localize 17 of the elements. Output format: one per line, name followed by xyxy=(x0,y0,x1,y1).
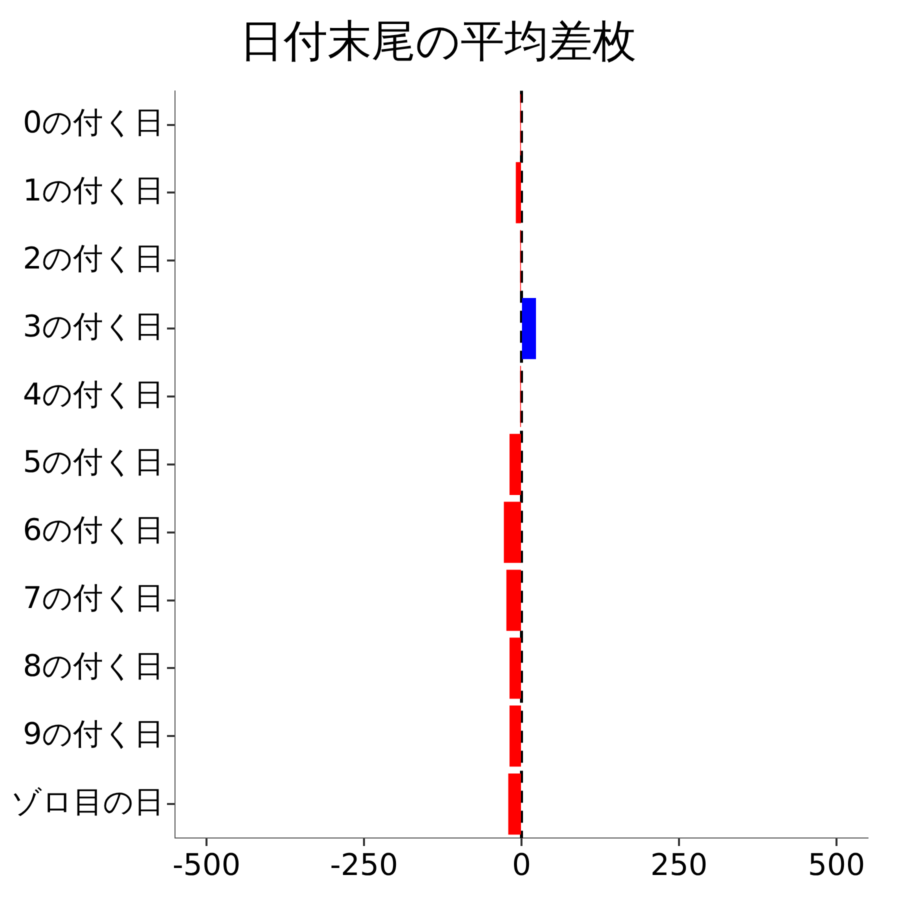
x-tick-label: -500 xyxy=(172,848,241,883)
y-tick-label: 7の付く日 xyxy=(22,581,164,616)
y-tick-label: 2の付く日 xyxy=(22,241,164,276)
y-tick-label: 4の付く日 xyxy=(22,377,164,412)
y-tick-label: 9の付く日 xyxy=(22,716,164,752)
x-tick-label: 500 xyxy=(808,848,866,883)
x-tick-label: 250 xyxy=(650,848,708,883)
y-tick-label: 5の付く日 xyxy=(22,445,164,480)
y-tick-label: 3の付く日 xyxy=(22,309,164,344)
x-tick-label: -250 xyxy=(330,848,398,883)
chart-title: 日付末尾の平均差枚 xyxy=(240,16,636,67)
y-tick-label: 8の付く日 xyxy=(22,648,164,684)
y-tick-label: ゾロ目の日 xyxy=(11,784,164,820)
y-tick-label: 0の付く日 xyxy=(22,106,164,141)
x-tick-label: 0 xyxy=(512,848,532,883)
y-tick-label: 6の付く日 xyxy=(22,513,164,548)
y-tick-label: 1の付く日 xyxy=(22,173,164,208)
